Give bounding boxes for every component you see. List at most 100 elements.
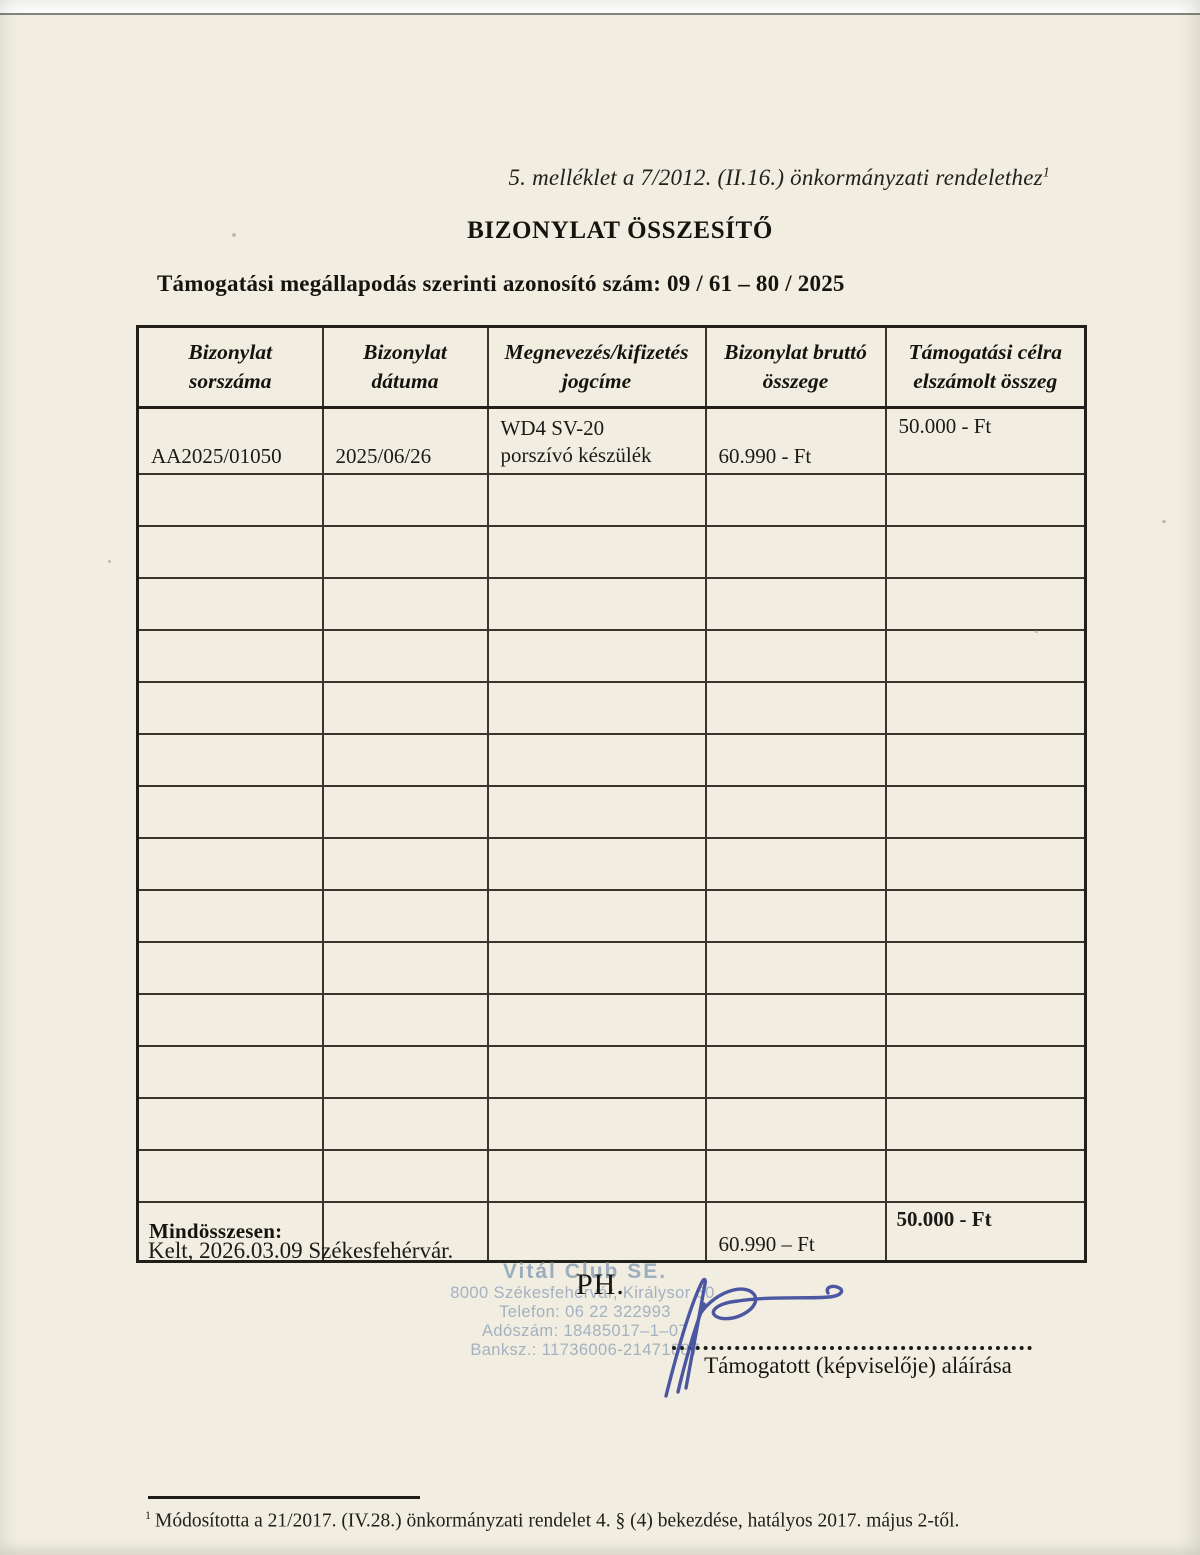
header-bizonylat-datuma: Bizonylat dátuma bbox=[321, 325, 489, 409]
receipt-summary-table: Bizonylat sorszáma Bizonylat dátuma Megn… bbox=[136, 325, 1087, 1263]
table-cell-empty bbox=[884, 785, 1087, 839]
cell-sorszam: AA2025/01050 bbox=[136, 406, 324, 475]
header-brutto-osszeg: Bizonylat bruttó összege bbox=[704, 325, 887, 409]
table-empty-row bbox=[136, 681, 1087, 735]
table-cell-empty bbox=[884, 837, 1087, 891]
total-cell-empty-datum bbox=[321, 1201, 489, 1263]
table-cell-empty bbox=[486, 785, 707, 839]
cell-megnevezes: WD4 SV-20 porszívó készülék bbox=[486, 406, 707, 475]
table-empty-row bbox=[136, 733, 1087, 787]
table-cell-empty bbox=[704, 889, 887, 943]
table-cell-empty bbox=[704, 577, 887, 631]
annex-reference-text: 5. melléklet a 7/2012. (II.16.) önkormán… bbox=[508, 165, 1043, 190]
table-cell-empty bbox=[704, 1097, 887, 1151]
agreement-id-line: Támogatási megállapodás szerinti azonosí… bbox=[157, 271, 845, 296]
cell-datum: 2025/06/26 bbox=[321, 406, 489, 475]
table-cell-empty bbox=[136, 1097, 324, 1151]
table-empty-row bbox=[136, 993, 1087, 1047]
table-empty-row bbox=[136, 1097, 1087, 1151]
cell-brutto: 60.990 - Ft bbox=[704, 406, 887, 475]
table-cell-empty bbox=[136, 681, 324, 735]
table-empty-row bbox=[136, 525, 1087, 579]
table-empty-row bbox=[136, 941, 1087, 995]
annex-reference-note: 5. melléklet a 7/2012. (II.16.) önkormán… bbox=[0, 165, 1050, 191]
table-cell-empty bbox=[704, 473, 887, 527]
table-cell-empty bbox=[704, 681, 887, 735]
paper-speck bbox=[1035, 630, 1038, 633]
document-title: BIZONYLAT ÖSSZESÍTŐ bbox=[467, 217, 773, 244]
table-cell-empty bbox=[321, 473, 489, 527]
footnote-text: Módosította a 21/2017. (IV.28.) önkormán… bbox=[155, 1510, 960, 1532]
table-cell-empty bbox=[486, 525, 707, 579]
table-cell-empty bbox=[486, 1045, 707, 1099]
table-cell-empty bbox=[486, 473, 707, 527]
header-megnevezes-jogcim: Megnevezés/kifizetés jogcíme bbox=[486, 325, 707, 409]
table-cell-empty bbox=[486, 681, 707, 735]
table-cell-empty bbox=[884, 577, 1087, 631]
table-empty-row bbox=[136, 837, 1087, 891]
table-cell-empty bbox=[321, 941, 489, 995]
table-empty-row bbox=[136, 1149, 1087, 1203]
table-cell-empty bbox=[704, 941, 887, 995]
stamp-tax-number: Adószám: 18485017–1–07 bbox=[481, 1322, 689, 1340]
table-cell-empty bbox=[884, 993, 1087, 1047]
table-cell-empty bbox=[884, 681, 1087, 735]
table-empty-row bbox=[136, 473, 1087, 527]
total-elszamolt: 50.000 - Ft bbox=[884, 1201, 1087, 1263]
stamp-bank-account: Banksz.: 11736006-21471887 bbox=[470, 1341, 700, 1359]
table-cell-empty bbox=[884, 473, 1087, 527]
table-cell-empty bbox=[704, 1149, 887, 1203]
table-cell-empty bbox=[136, 577, 324, 631]
table-cell-empty bbox=[884, 889, 1087, 943]
annex-footnote-marker: 1 bbox=[1042, 165, 1050, 181]
table-cell-empty bbox=[321, 577, 489, 631]
table-cell-empty bbox=[136, 1045, 324, 1099]
table-cell-empty bbox=[884, 525, 1087, 579]
table-cell-empty bbox=[704, 993, 887, 1047]
table-cell-empty bbox=[136, 785, 324, 839]
table-cell-empty bbox=[486, 577, 707, 631]
table-cell-empty bbox=[704, 525, 887, 579]
table-cell-empty bbox=[486, 733, 707, 787]
table-empty-row bbox=[136, 889, 1087, 943]
table-cell-empty bbox=[321, 629, 489, 683]
table-cell-empty bbox=[884, 1045, 1087, 1099]
table-cell-empty bbox=[321, 1149, 489, 1203]
table-cell-empty bbox=[136, 941, 324, 995]
table-cell-empty bbox=[321, 837, 489, 891]
total-label: Mindösszesen: bbox=[136, 1201, 324, 1263]
table-cell-empty bbox=[704, 733, 887, 787]
table-cell-empty bbox=[486, 941, 707, 995]
date-place-line: Kelt, 2026.03.09 Székesfehérvár. bbox=[148, 1238, 454, 1263]
paper-speck bbox=[232, 233, 236, 237]
table-cell-empty bbox=[884, 941, 1087, 995]
table-cell-empty bbox=[704, 785, 887, 839]
paper-speck bbox=[1162, 520, 1166, 523]
table-cell-empty bbox=[704, 837, 887, 891]
handwritten-signature bbox=[664, 1277, 844, 1398]
table-header-row: Bizonylat sorszáma Bizonylat dátuma Megn… bbox=[136, 325, 1087, 409]
stamp-phone: Telefon: 06 22 322993 bbox=[499, 1303, 671, 1321]
table-empty-row bbox=[136, 1045, 1087, 1099]
stamp-org-name: Vitál Club SE. bbox=[502, 1260, 668, 1283]
table-cell-empty bbox=[321, 889, 489, 943]
table-row: AA2025/01050 2025/06/26 WD4 SV-20 porszí… bbox=[136, 406, 1087, 475]
table-cell-empty bbox=[136, 993, 324, 1047]
signature-line bbox=[672, 1328, 1032, 1350]
header-elszamolt-osszeg: Támogatási célra elszámolt összeg bbox=[884, 325, 1087, 409]
total-cell-empty-megnevezes bbox=[486, 1201, 707, 1263]
table-cell-empty bbox=[486, 1149, 707, 1203]
table-cell-empty bbox=[486, 837, 707, 891]
footnote: 1 Módosította a 21/2017. (IV.28.) önkormá… bbox=[145, 1508, 1045, 1533]
table-cell-empty bbox=[486, 629, 707, 683]
table-cell-empty bbox=[884, 1097, 1087, 1151]
table-cell-empty bbox=[884, 629, 1087, 683]
table-cell-empty bbox=[136, 889, 324, 943]
table-cell-empty bbox=[321, 785, 489, 839]
table-body: Bizonylat sorszáma Bizonylat dátuma Megn… bbox=[136, 325, 1087, 1263]
organization-stamp: Vitál Club SE. 8000 Székesfehérvár, Kirá… bbox=[420, 1260, 750, 1360]
table-cell-empty bbox=[136, 473, 324, 527]
table-cell-empty bbox=[136, 525, 324, 579]
table-empty-row bbox=[136, 629, 1087, 683]
footnote-marker: 1 bbox=[145, 1508, 151, 1522]
